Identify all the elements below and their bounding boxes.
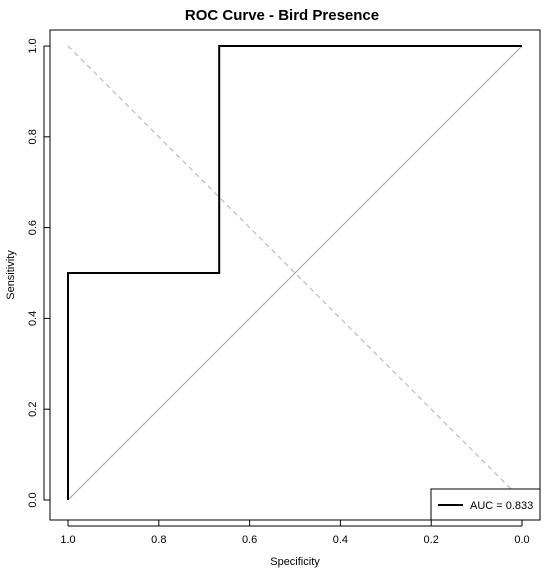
plot-area bbox=[49, 29, 541, 521]
x-tick-label: 0.2 bbox=[424, 534, 439, 546]
reference-lines bbox=[67, 45, 523, 501]
reference-line-diagonal bbox=[67, 45, 523, 501]
y-axis: 0.0 0.2 0.4 0.6 0.8 1.0 bbox=[27, 38, 50, 508]
y-tick-label: 0.0 bbox=[27, 492, 39, 507]
y-tick-label: 0.8 bbox=[27, 129, 39, 144]
x-tick-label: 0.4 bbox=[333, 534, 348, 546]
y-tick-label: 0.2 bbox=[27, 402, 39, 417]
legend-label: AUC = 0.833 bbox=[470, 500, 533, 512]
x-tick-label: 0.0 bbox=[514, 534, 529, 546]
reference-line-anti-diagonal bbox=[67, 45, 523, 501]
y-tick-label: 0.4 bbox=[27, 311, 39, 326]
x-tick-label: 0.8 bbox=[151, 534, 166, 546]
y-tick-label: 0.6 bbox=[27, 220, 39, 235]
x-tick-label: 0.6 bbox=[242, 534, 257, 546]
plot-frame bbox=[49, 29, 541, 521]
x-axis: 1.0 0.8 0.6 0.4 0.2 0.0 bbox=[60, 520, 530, 546]
y-tick-label: 1.0 bbox=[27, 38, 39, 53]
y-axis-label: Sensitivity bbox=[5, 250, 17, 300]
roc-curve-line bbox=[67, 45, 522, 500]
series-lines bbox=[67, 45, 522, 500]
chart-title: ROC Curve - Bird Presence bbox=[185, 7, 379, 24]
x-tick-label: 1.0 bbox=[60, 534, 75, 546]
x-axis-label: Specificity bbox=[270, 556, 320, 568]
legend: AUC = 0.833 bbox=[430, 488, 541, 521]
